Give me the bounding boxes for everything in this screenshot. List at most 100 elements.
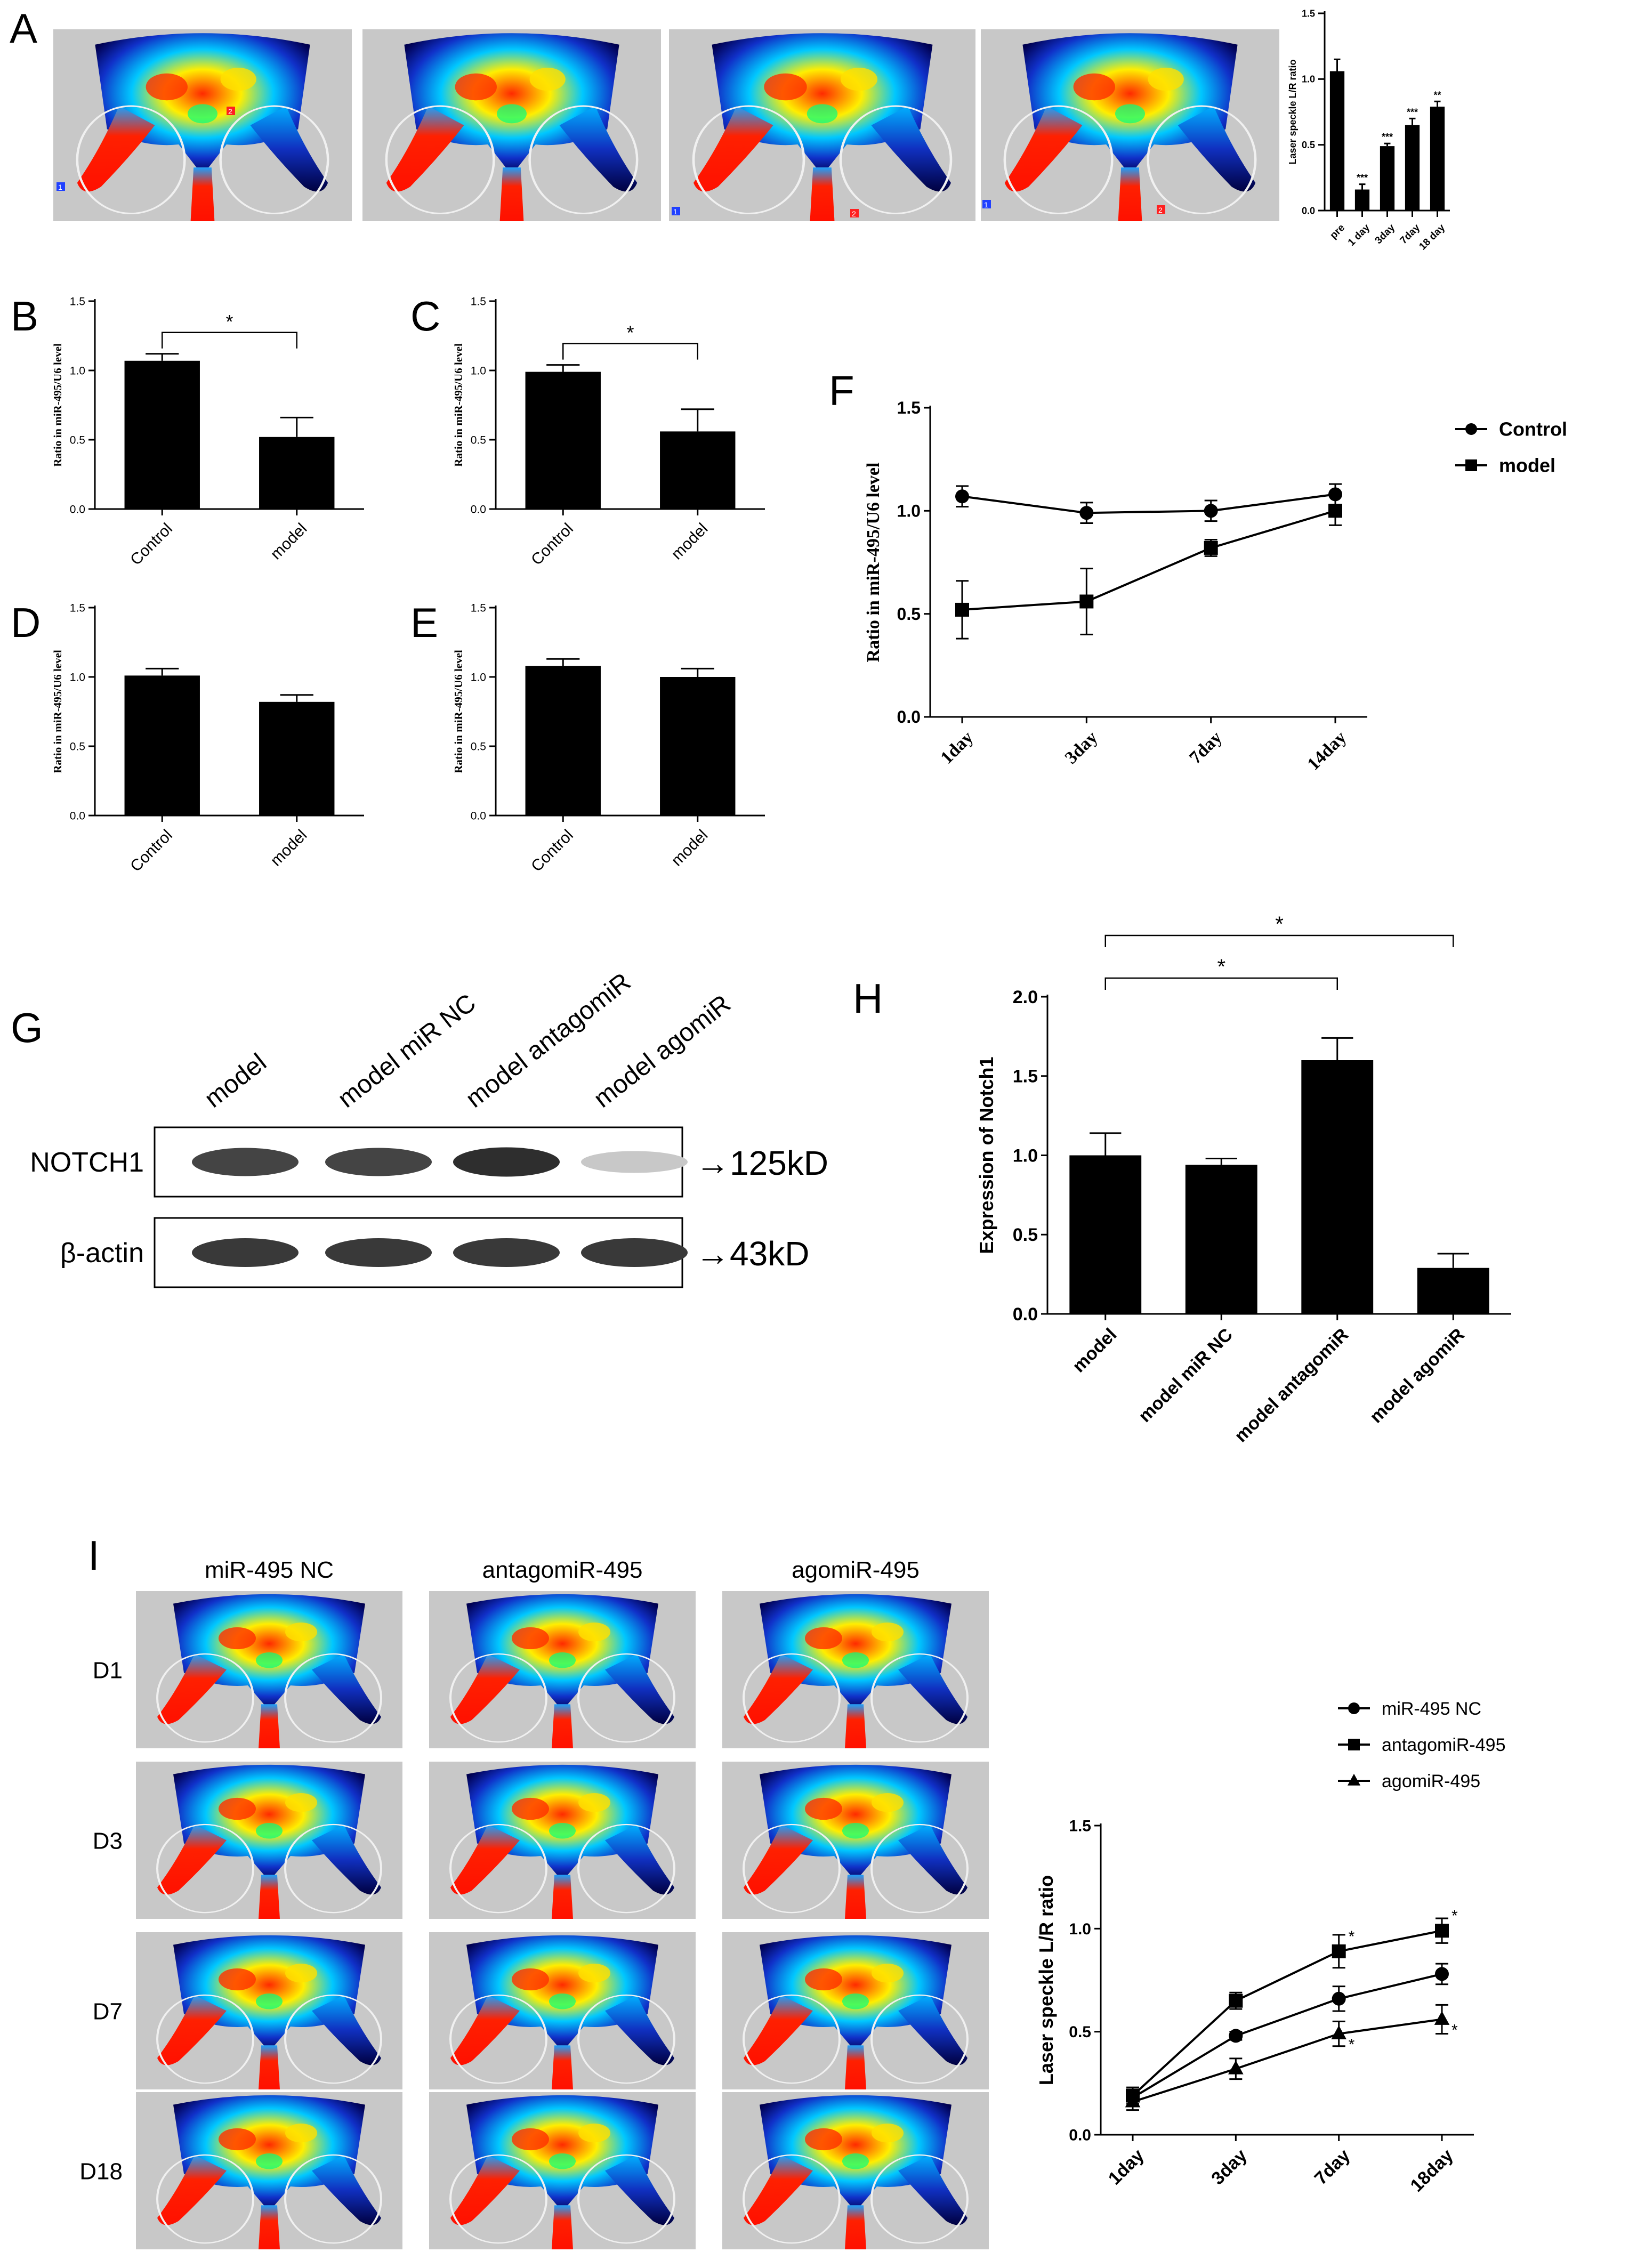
x-category-label-h: model agomiR xyxy=(1366,1325,1469,1427)
y-tick-label-d: 0.0 xyxy=(70,810,85,822)
panel-i-row-label: D7 xyxy=(93,1999,123,2025)
x-category-label-h: model xyxy=(1069,1325,1121,1377)
x-category-label-e: model xyxy=(668,826,711,869)
data-point-f-0 xyxy=(1204,504,1218,518)
panel-a-image-1 xyxy=(53,29,352,221)
y-tick-label-b: 0.5 xyxy=(70,434,85,446)
bar-d-0 xyxy=(124,675,200,816)
panel-letter-c: C xyxy=(410,293,440,340)
legend-label-f: model xyxy=(1499,455,1555,477)
x-category-label-a: pre xyxy=(1328,222,1347,241)
panel-a-image-3 xyxy=(669,29,975,221)
data-point-i-1 xyxy=(1435,1924,1449,1938)
y-tick-label-b: 1.5 xyxy=(70,295,85,308)
sig-bracket-b xyxy=(162,332,297,349)
y-tick-label-a: 1.5 xyxy=(1302,8,1315,19)
data-point-f-1 xyxy=(1204,540,1218,555)
sig-bracket-c xyxy=(562,343,698,360)
x-category-label-a: 18 day xyxy=(1417,222,1447,252)
y-tick-label-d: 0.5 xyxy=(70,740,85,753)
y-tick-label-d: 1.5 xyxy=(70,602,85,614)
y-tick-label-c: 0.5 xyxy=(471,434,486,446)
panel-i-row-label: D1 xyxy=(93,1658,123,1684)
y-tick-label-h: 1.5 xyxy=(1013,1067,1038,1087)
x-category-label-b: model xyxy=(267,520,310,563)
x-category-label-b: Control xyxy=(127,520,176,569)
x-category-label-f: 3day xyxy=(1061,728,1102,768)
panel-letter-a: A xyxy=(10,5,37,52)
x-category-label-e: Control xyxy=(528,826,577,875)
y-tick-label-e: 0.5 xyxy=(471,740,486,753)
data-point-i-1 xyxy=(1229,1993,1243,2008)
blot-lane-label: model miR NC xyxy=(333,989,481,1113)
panel-letter-g: G xyxy=(11,1004,43,1051)
chart-h: 0.0 0.5 1.0 1.5 2.0 Expression of Notch1 * * mod… xyxy=(975,913,1511,1446)
chart-i: 0.0 0.5 1.0 1.5 Laser speckle L/R ratio miR-4… xyxy=(1035,1699,1505,2196)
data-point-i-0 xyxy=(1435,1967,1449,1981)
sig-bracket-h-0 xyxy=(1104,977,1338,990)
data-point-i-2 xyxy=(1331,2025,1346,2039)
panel-a-images: 1 2 1 2 1 2 xyxy=(53,29,1279,221)
legend-label-i: antagomiR-495 xyxy=(1382,1735,1505,1755)
data-point-f-1 xyxy=(1328,504,1342,518)
bar-d-1 xyxy=(259,701,335,816)
y-tick-label-h: 1.0 xyxy=(1013,1145,1038,1166)
data-point-i-2 xyxy=(1228,2060,1244,2075)
y-axis-label-f: Ratio in miR-495/U6 level xyxy=(864,463,883,663)
data-point-f-0 xyxy=(1079,506,1094,520)
data-point-i-1 xyxy=(1332,1944,1346,1958)
panel-letter-i: I xyxy=(88,1532,100,1579)
panel-i-image-2-1 xyxy=(428,1931,697,2091)
y-tick-label-e: 1.5 xyxy=(471,602,486,614)
y-tick-label-a: 0.0 xyxy=(1302,205,1315,216)
y-tick-label-i: 1.5 xyxy=(1069,1818,1091,1835)
sig-bracket-label-h-0: * xyxy=(1217,955,1225,979)
panel-i-image-0-1 xyxy=(428,1590,697,1749)
image-marker-1c-text: 1 xyxy=(984,200,988,209)
x-category-label-c: model xyxy=(668,520,711,563)
blot-band xyxy=(192,1238,299,1267)
data-point-f-0 xyxy=(1328,487,1342,502)
sig-label-a: ** xyxy=(1433,90,1441,100)
panel-i-image-1-0 xyxy=(135,1761,404,1920)
blot-band xyxy=(581,1238,688,1267)
panel-letter-f: F xyxy=(829,367,854,414)
y-axis-label-b: Ratio in miR-495/U6 level xyxy=(51,343,64,467)
series-line-i-0 xyxy=(1132,1973,1442,2099)
sig-label-i: * xyxy=(1349,2036,1355,2054)
data-point-f-0 xyxy=(955,489,969,504)
image-marker-1-text: 1 xyxy=(58,183,62,191)
bar-e-0 xyxy=(525,666,601,816)
legend-label-f: Control xyxy=(1499,418,1567,440)
image-marker-1c xyxy=(982,200,991,208)
bar-a-2 xyxy=(1380,146,1395,211)
image-marker-2b xyxy=(850,209,859,217)
series-line-f-1 xyxy=(962,510,1336,611)
panel-i-image-0-0 xyxy=(135,1590,404,1749)
y-tick-label-d: 1.0 xyxy=(70,671,85,683)
blot-size-label: →43kD xyxy=(696,1234,809,1273)
sig-bracket-label-b: * xyxy=(225,311,233,333)
bar-h-1 xyxy=(1185,1165,1257,1314)
panel-i-image-3-0 xyxy=(135,2091,404,2250)
y-tick-label-i: 1.0 xyxy=(1069,1920,1091,1938)
y-tick-label-c: 1.5 xyxy=(471,295,486,308)
y-axis-label-e: Ratio in miR-495/U6 level xyxy=(452,650,465,773)
x-category-label-i: 7day xyxy=(1311,2145,1354,2189)
panel-letter-d: D xyxy=(11,599,41,646)
data-point-f-1 xyxy=(1079,594,1094,609)
series-line-f-0 xyxy=(962,493,1336,514)
y-tick-label-h: 0.5 xyxy=(1013,1225,1038,1245)
bar-c-1 xyxy=(660,431,736,509)
legend-marker-i xyxy=(1347,1773,1361,1786)
y-tick-label-a: 1.0 xyxy=(1302,74,1315,85)
blot-size-label: →125kD xyxy=(696,1144,828,1182)
y-tick-label-b: 0.0 xyxy=(70,503,85,515)
x-category-label-i: 18day xyxy=(1407,2145,1457,2196)
panel-i-column-label: antagomiR-495 xyxy=(482,1557,643,1583)
legend-marker-f xyxy=(1465,459,1477,471)
y-tick-label-c: 0.0 xyxy=(471,503,486,515)
data-point-i-2 xyxy=(1434,2011,1450,2025)
y-tick-label-h: 0.0 xyxy=(1013,1304,1038,1325)
